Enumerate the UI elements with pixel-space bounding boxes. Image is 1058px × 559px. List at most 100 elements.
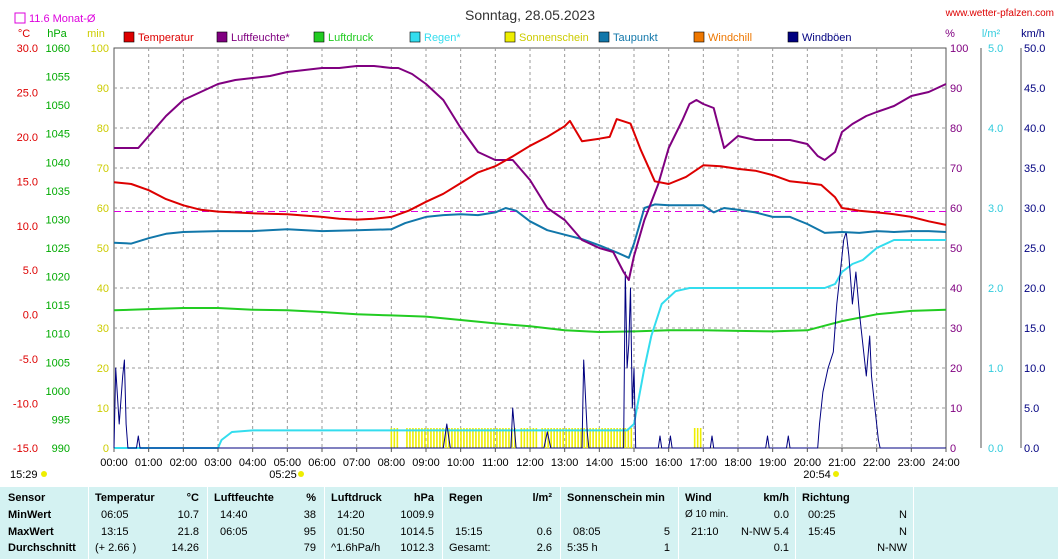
rain-total-label: Gesamt: <box>449 542 491 554</box>
stats-table: Sensor MinWert MaxWert Durchschnitt Temp… <box>0 487 1058 559</box>
pressure-tick-label: 1045 <box>46 129 70 141</box>
header-temperature-unit: °C <box>186 492 199 504</box>
press-avg-value: 1012.3 <box>400 542 434 554</box>
rain-tick-label: 4.0 <box>988 123 1003 135</box>
col-wind: Wind km/h Ø 10 min. 0.0 21:10 N-NW 5.4 0… <box>678 487 795 559</box>
series-line-regen <box>114 239 946 449</box>
hum-max-time: 06:05 <box>220 526 248 538</box>
header-wind: Wind <box>685 492 712 504</box>
series-line-windböen <box>113 231 946 449</box>
hum-max-value: 95 <box>303 526 316 538</box>
wind-tick-label: 25.0 <box>1024 243 1045 255</box>
humidity-tick-label: 100 <box>950 43 968 55</box>
unit-temperature: °C <box>18 28 30 40</box>
sunrise-label: 05:25 <box>269 469 297 481</box>
temp-avg-value: 14.26 <box>171 542 199 554</box>
minutes-tick-label: 90 <box>97 83 109 95</box>
x-tick-label: 22:00 <box>863 457 891 469</box>
temperature-tick-label: -10.0 <box>13 399 38 411</box>
sunset-icon <box>833 471 839 477</box>
pressure-tick-label: 1035 <box>46 186 70 198</box>
header-rain-unit: l/m² <box>532 492 552 504</box>
x-tick-label: 11:00 <box>482 457 509 469</box>
dir-min-time: 00:25 <box>808 509 836 521</box>
legend-swatch <box>598 31 610 43</box>
pressure-tick-label: 1050 <box>46 100 70 112</box>
hum-min-time: 14:40 <box>220 509 248 521</box>
press-trend: ^1.6hPa/h <box>331 542 381 554</box>
legend-swatch <box>787 31 799 43</box>
temperature-tick-label: 30.0 <box>17 43 38 55</box>
header-direction: Richtung <box>802 492 850 504</box>
col-temperature: Temperatur °C 06:05 10.7 13:15 21.8 (+ 2… <box>88 487 207 559</box>
pressure-tick-label: 1015 <box>46 300 70 312</box>
pressure-tick-label: 1020 <box>46 272 70 284</box>
temp-max-value: 21.8 <box>177 526 199 538</box>
sun-max-value: 5 <box>663 526 670 538</box>
header-pressure: Luftdruck <box>331 492 382 504</box>
col-empty <box>913 487 1058 559</box>
x-tick-label: 06:00 <box>308 457 336 469</box>
x-tick-label: 09:00 <box>412 457 440 469</box>
pressure-tick-label: 1040 <box>46 157 70 169</box>
x-tick-label: 05:00 <box>274 457 302 469</box>
x-tick-label: 01:00 <box>135 457 163 469</box>
series-line-temperatur <box>113 118 947 226</box>
legend-label: Luftfeuchte* <box>231 32 290 44</box>
hum-min-value: 38 <box>303 509 316 521</box>
site-url: www.wetter-pfalzen.com <box>945 8 1054 19</box>
series-line-luftfeuchte <box>114 65 947 281</box>
minutes-tick-label: 70 <box>97 163 109 175</box>
dir-max-time: 15:45 <box>808 526 836 538</box>
x-tick-label: 13:00 <box>551 457 579 469</box>
rain-tick-label: 3.0 <box>988 203 1003 215</box>
sun-icon-start <box>41 471 47 477</box>
legend-label: Taupunkt <box>613 32 658 44</box>
x-tick-label: 07:00 <box>343 457 371 469</box>
press-min-time: 14:20 <box>337 509 365 521</box>
humidity-tick-label: 70 <box>950 163 962 175</box>
legend-label: Sonnenschein <box>519 32 589 44</box>
temp-max-time: 13:15 <box>101 526 129 538</box>
humidity-tick-label: 0 <box>950 443 956 455</box>
minutes-tick-label: 80 <box>97 123 109 135</box>
unit-minutes: min <box>87 28 105 40</box>
wind-tick-label: 20.0 <box>1024 283 1045 295</box>
humidity-tick-label: 20 <box>950 363 962 375</box>
x-tick-label: 20:00 <box>794 457 822 469</box>
x-tick-label: 21:00 <box>828 457 856 469</box>
unit-pressure: hPa <box>47 28 67 40</box>
temperature-tick-label: 25.0 <box>17 87 38 99</box>
dir-max-value: N <box>899 526 907 538</box>
wind-tick-label: 10.0 <box>1024 363 1045 375</box>
minutes-tick-label: 0 <box>103 443 109 455</box>
wind-tick-label: 15.0 <box>1024 323 1045 335</box>
wind-max-direction: N-NW <box>741 526 771 538</box>
avg-legend-box <box>14 12 26 24</box>
temp-min-value: 10.7 <box>177 509 199 521</box>
wind-min-value: 0.0 <box>773 509 789 521</box>
humidity-tick-label: 40 <box>950 283 962 295</box>
pressure-tick-label: 990 <box>52 443 70 455</box>
pressure-tick-label: 1055 <box>46 72 70 84</box>
series-layer <box>113 65 947 449</box>
start-time-label: 15:29 <box>10 469 38 481</box>
col-rain: Regen l/m² 15:15 0.6 Gesamt: 2.6 <box>442 487 560 559</box>
x-tick-label: 02:00 <box>170 457 198 469</box>
pressure-tick-label: 995 <box>52 414 70 426</box>
header-temperature: Temperatur <box>95 492 155 504</box>
temperature-tick-label: 15.0 <box>17 176 38 188</box>
wind-max-time: 21:10 <box>691 526 719 538</box>
wind-tick-label: 40.0 <box>1024 123 1045 135</box>
wind-max-value: 5.4 <box>773 526 789 538</box>
series-line-taupunkt <box>113 203 947 259</box>
humidity-tick-label: 90 <box>950 83 962 95</box>
press-min-value: 1009.9 <box>400 509 434 521</box>
dir-avg-value: N-NW <box>877 542 907 554</box>
x-tick-label: 00:00 <box>100 457 128 469</box>
col-humidity: Luftfeuchte % 14:40 38 06:05 95 79 <box>207 487 324 559</box>
sun-total-hours: 5:35 h <box>567 542 598 554</box>
minutes-tick-label: 30 <box>97 323 109 335</box>
unit-rain: l/m² <box>982 28 1001 40</box>
x-tick-label: 03:00 <box>204 457 232 469</box>
